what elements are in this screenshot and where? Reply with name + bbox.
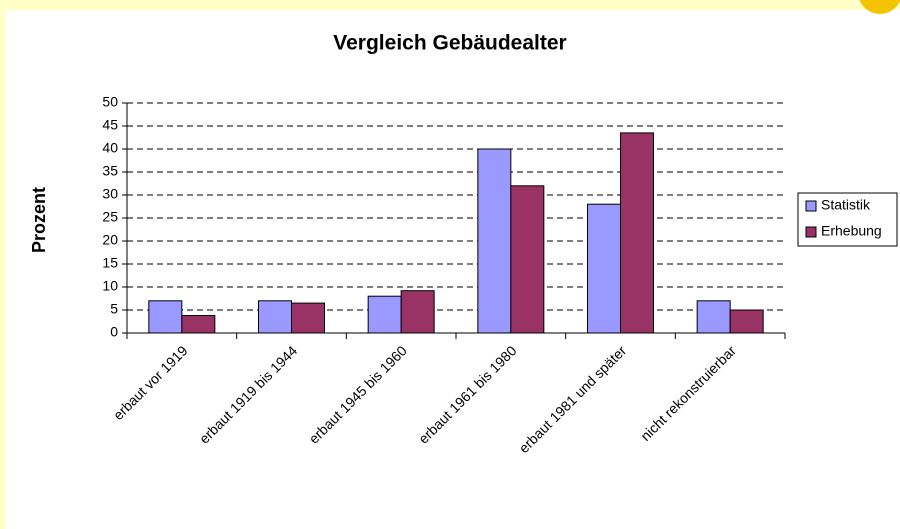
- legend-swatch: [805, 200, 817, 212]
- bar: [291, 302, 325, 334]
- legend-label: Erhebung: [821, 223, 882, 239]
- chart-title: Vergleich Gebäudealter: [333, 32, 566, 55]
- y-tick-label: 10: [102, 278, 118, 294]
- y-tick-label: 15: [102, 255, 118, 271]
- y-tick-label: 5: [110, 301, 118, 317]
- legend-label: Statistik: [821, 197, 871, 213]
- y-tick-label: 20: [102, 232, 118, 248]
- bar: [510, 185, 545, 334]
- y-tick-label: 45: [102, 117, 118, 133]
- bar: [400, 290, 435, 334]
- y-axis-title: Prozent: [29, 187, 49, 253]
- y-tick-label: 0: [110, 324, 118, 340]
- bar: [620, 132, 654, 334]
- bar: [477, 148, 512, 334]
- y-tick-label: 50: [102, 94, 118, 110]
- y-tick-label: 40: [102, 140, 118, 156]
- corner-decoration: [859, 0, 900, 14]
- chart-area: [6, 10, 900, 529]
- y-tick-label: 30: [102, 186, 118, 202]
- bar: [729, 309, 764, 334]
- y-tick-label: 35: [102, 163, 118, 179]
- bar: [181, 315, 216, 334]
- bar: [258, 300, 292, 334]
- bar: [696, 300, 731, 334]
- bar: [148, 300, 183, 334]
- bar: [367, 295, 402, 334]
- bar: [587, 203, 621, 334]
- legend-swatch: [805, 226, 817, 238]
- y-tick-label: 25: [102, 209, 118, 225]
